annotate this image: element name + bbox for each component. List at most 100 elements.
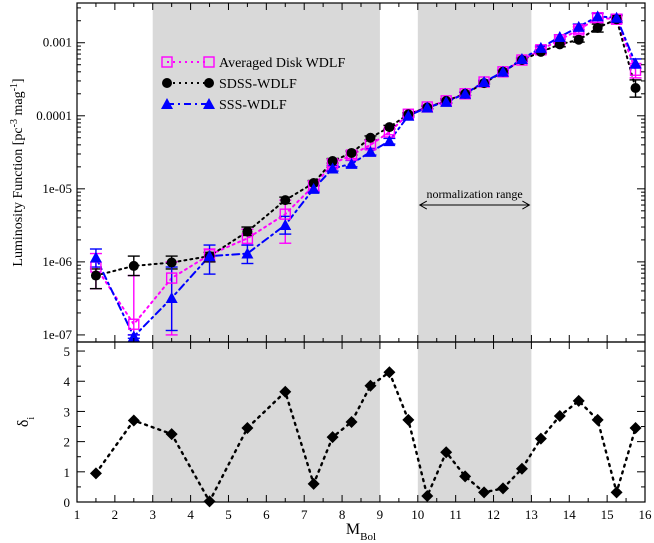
x-axis-title: MBol	[346, 521, 376, 543]
y-axis-title-part: Luminosity Function [pc	[11, 127, 26, 266]
delta-point	[440, 446, 453, 459]
sss-wdlf-point	[203, 250, 216, 262]
x-tick-label: 16	[639, 507, 653, 522]
sss-wdlf-point	[364, 145, 377, 157]
legend-marker-sss-wdlf	[203, 98, 215, 109]
x-tick-label: 6	[263, 507, 270, 522]
sss-wdlf-point	[515, 52, 528, 64]
x-tick-label: 12	[487, 507, 500, 522]
top-y-tick-label: 1e-05	[42, 181, 72, 196]
top-y-tick-label: 1e-07	[42, 327, 72, 342]
sss-wdlf-point	[345, 157, 358, 169]
sss-wdlf-point	[459, 87, 472, 99]
sdss-wdlf-point	[384, 122, 395, 133]
sss-wdlf-point	[241, 247, 254, 259]
delta-point	[241, 422, 254, 435]
sss-wdlf-point	[629, 57, 642, 69]
sdss-wdlf-point	[242, 226, 253, 237]
bottom-shaded-band-1	[417, 342, 532, 502]
normalization-arrowhead-right	[522, 200, 531, 210]
bottom-shaded-band-0	[152, 342, 380, 502]
bottom-y-tick-label: 0	[64, 495, 71, 510]
x-tick-label: 2	[112, 507, 119, 522]
y-axis-title-superscript: -1	[9, 83, 20, 91]
sdss-wdlf-point	[592, 22, 603, 33]
delta-point	[572, 394, 585, 407]
top-shaded-band-1	[417, 3, 532, 342]
x-tick-label: 1	[74, 507, 81, 522]
sdss-wdlf-point	[90, 270, 101, 281]
delta-point	[610, 486, 623, 499]
sss-wdlf-line	[94, 15, 637, 339]
y-axis-title-superscript: -3	[9, 119, 20, 127]
sdss-wdlf-point	[365, 132, 376, 143]
sss-wdlf-point	[421, 101, 434, 113]
sss-wdlf-point	[534, 41, 547, 53]
averaged-disk-wdlf-point	[128, 318, 140, 330]
sss-wdlf-point	[402, 109, 415, 121]
delta-point	[497, 482, 509, 495]
sss-wdlf-point	[591, 10, 604, 22]
delta-point	[591, 413, 604, 426]
x-tick-label: 4	[187, 507, 194, 522]
sss-wdlf-point	[165, 292, 178, 304]
delta-point	[478, 486, 491, 499]
sdss-wdlf-point	[128, 260, 139, 271]
delta-point	[553, 409, 566, 422]
delta-subscript: i	[26, 417, 37, 420]
delta-point	[279, 385, 292, 398]
bottom-y-tick-label: 2	[64, 435, 71, 450]
sss-wdlf-point	[127, 330, 140, 342]
top-y-tick-label: 0.0001	[36, 108, 72, 123]
sss-wdlf-point	[572, 20, 585, 32]
delta-point	[534, 432, 547, 445]
x-tick-label: 15	[601, 507, 614, 522]
top-y-tick-label: 0.001	[43, 35, 72, 50]
bottom-y-axis-title: δi	[15, 417, 37, 428]
delta-point	[459, 470, 472, 483]
sss-wdlf-point	[326, 162, 339, 174]
y-axis-title-part: ]	[11, 78, 26, 83]
legend-marker-sss-wdlf	[161, 98, 173, 109]
bottom-y-tick-label: 3	[64, 404, 71, 419]
delta-line	[94, 370, 637, 504]
bottom-y-tick-label: 4	[64, 374, 71, 389]
x-tick-label: 10	[411, 507, 424, 522]
sss-wdlf-point	[610, 11, 623, 23]
delta-point	[326, 431, 339, 444]
sdss-wdlf-point	[573, 34, 584, 45]
x-tick-label: 5	[225, 507, 232, 522]
sss-wdlf-point	[497, 65, 509, 77]
delta-point	[89, 467, 102, 480]
top-y-tick-label: 1e-06	[42, 254, 72, 269]
delta-point	[515, 462, 528, 475]
sdss-wdlf-point	[327, 156, 338, 167]
sss-wdlf-point	[89, 251, 102, 263]
sss-wdlf-point	[478, 76, 491, 88]
sss-wdlf-point	[279, 218, 292, 230]
legend-marker-sdss-wdlf	[204, 78, 214, 88]
sss-wdlf-point	[440, 95, 453, 107]
sss-wdlf-point	[383, 135, 396, 147]
top-shaded-band-0	[152, 3, 380, 342]
legend-label-sdss-wdlf: SDSS-WDLF	[219, 77, 297, 92]
sss-wdlf-point	[307, 182, 320, 194]
x-tick-label: 8	[339, 507, 346, 522]
x-tick-label: 7	[301, 507, 308, 522]
delta-point	[383, 366, 396, 379]
x-axis-title-subscript: Bol	[360, 531, 376, 543]
normalization-range-label: normalization range	[426, 187, 522, 201]
delta-point	[421, 489, 434, 502]
normalization-arrowhead-left	[418, 200, 428, 210]
delta-point	[629, 422, 642, 435]
y-axis-title-part: mag	[11, 91, 26, 119]
x-tick-label: 14	[563, 507, 577, 522]
delta-point	[127, 414, 140, 427]
bottom-y-tick-label: 1	[64, 465, 71, 480]
x-tick-label: 13	[525, 507, 538, 522]
legend-label-sss-wdlf: SSS-WDLF	[219, 98, 287, 113]
x-tick-label: 3	[149, 507, 156, 522]
legend-marker-sdss-wdlf	[162, 78, 172, 88]
averaged-disk-wdlf-point	[165, 272, 178, 284]
